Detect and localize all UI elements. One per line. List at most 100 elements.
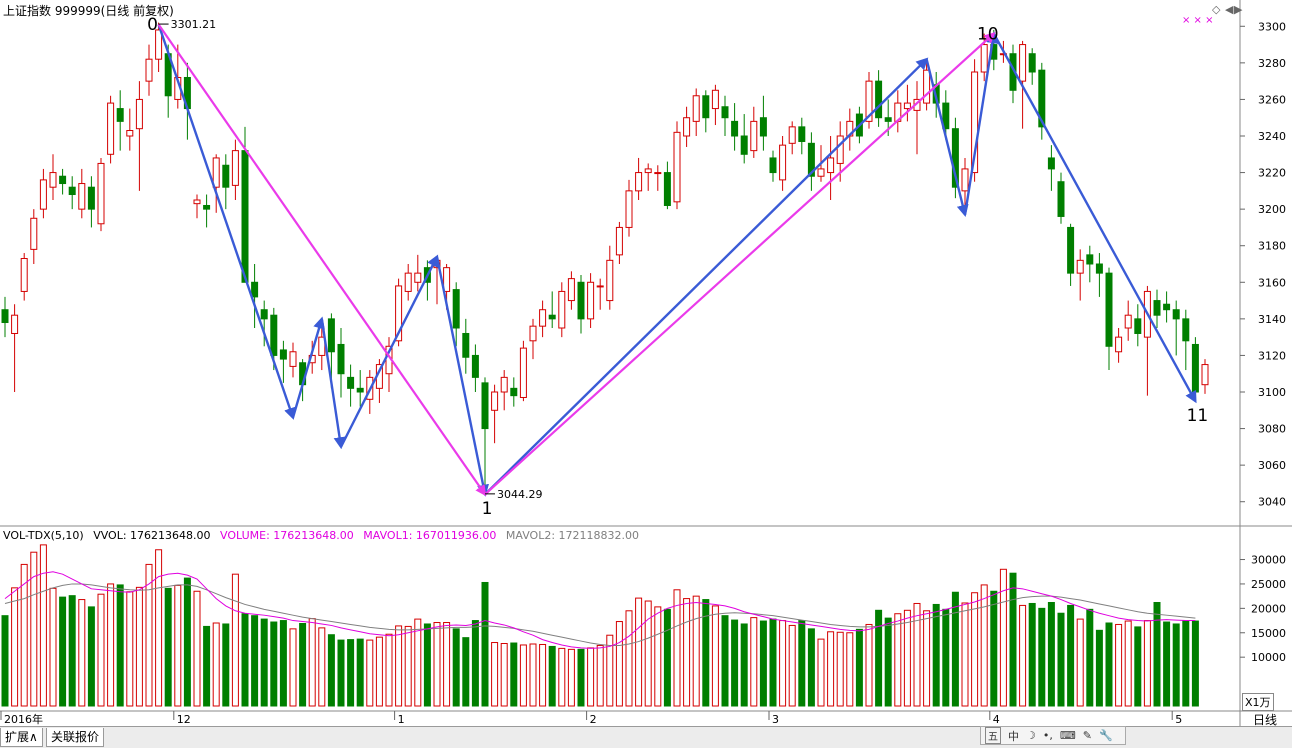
volume-bar[interactable] (116, 584, 124, 707)
volume-bar[interactable] (1134, 626, 1142, 707)
volume-bar[interactable] (1047, 601, 1055, 707)
candle-body[interactable] (1182, 318, 1190, 342)
candle-body[interactable] (337, 343, 345, 375)
ime-badge[interactable]: 五 (985, 727, 1001, 744)
candle-body[interactable] (1115, 336, 1123, 353)
candle-body[interactable] (769, 157, 777, 174)
volume-bar[interactable] (1038, 607, 1046, 707)
candle-body[interactable] (404, 272, 412, 292)
candle-body[interactable] (817, 168, 825, 177)
volume-bar[interactable] (663, 608, 671, 707)
keyboard-icon[interactable]: ⌨ (1059, 729, 1076, 742)
candle-body[interactable] (606, 259, 614, 302)
ime-lang[interactable]: 中 (1008, 729, 1019, 743)
candle-body[interactable] (462, 332, 470, 358)
volume-bar[interactable] (1115, 623, 1123, 707)
prev-arrow-icon[interactable]: ◀ (1225, 3, 1234, 16)
volume-bar[interactable] (327, 634, 335, 707)
volume-bar[interactable] (481, 581, 489, 707)
candle-body[interactable] (750, 120, 758, 152)
candle-body[interactable] (1172, 309, 1180, 320)
candle-body[interactable] (971, 71, 979, 174)
volume-bar[interactable] (299, 622, 307, 707)
volume-bar[interactable] (1124, 620, 1132, 707)
candle-body[interactable] (30, 217, 38, 250)
volume-bar[interactable] (788, 624, 796, 707)
volume-bar[interactable] (395, 625, 403, 707)
volume-bar[interactable] (539, 643, 547, 707)
volume-bar[interactable] (471, 620, 479, 707)
candle-body[interactable] (673, 131, 681, 203)
volume-bar[interactable] (155, 549, 163, 707)
volume-bar[interactable] (39, 544, 47, 707)
volume-bar[interactable] (366, 639, 374, 707)
candle-body[interactable] (193, 199, 201, 205)
candle-body[interactable] (1105, 272, 1113, 347)
volume-bar[interactable] (846, 632, 854, 707)
pen-icon[interactable]: ✎ (1082, 729, 1092, 742)
volume-bar[interactable] (702, 599, 710, 707)
volume-bar[interactable] (1105, 622, 1113, 707)
candle-body[interactable] (1086, 254, 1094, 265)
candle-body[interactable] (270, 314, 278, 356)
candle-body[interactable] (721, 106, 729, 119)
volume-bar[interactable] (865, 623, 873, 707)
volume-bar[interactable] (1163, 621, 1171, 707)
candle-body[interactable] (1028, 53, 1036, 73)
volume-bar[interactable] (68, 595, 76, 707)
volume-bar[interactable] (404, 625, 412, 707)
volume-bar[interactable] (731, 619, 739, 707)
volume-bar[interactable] (270, 621, 278, 707)
volume-bar[interactable] (1095, 629, 1103, 707)
diamond-icon[interactable]: ◇ (1212, 3, 1221, 16)
volume-bar[interactable] (251, 615, 259, 707)
volume-bar[interactable] (1019, 604, 1027, 707)
volume-bar[interactable] (164, 587, 172, 707)
volume-bar[interactable] (721, 615, 729, 707)
volume-bar[interactable] (318, 627, 326, 707)
volume-bar[interactable] (135, 586, 143, 707)
volume-bar[interactable] (999, 568, 1007, 707)
candle-body[interactable] (692, 95, 700, 122)
next-arrow-icon[interactable]: ▶ (1234, 3, 1243, 16)
candle-body[interactable] (903, 102, 911, 110)
candle-body[interactable] (644, 168, 652, 174)
candle-body[interactable] (39, 179, 47, 210)
volume-bar[interactable] (529, 643, 537, 707)
volume-bar[interactable] (923, 610, 931, 707)
candle-body[interactable] (279, 349, 287, 360)
volume-bar[interactable] (49, 587, 57, 707)
candle-body[interactable] (260, 309, 268, 320)
tab-expand[interactable]: 扩展∧ (0, 728, 43, 747)
volume-bars[interactable] (1, 544, 1199, 707)
volume-bar[interactable] (779, 620, 787, 707)
candle-body[interactable] (59, 175, 67, 185)
volume-bar[interactable] (222, 623, 230, 707)
volume-bar[interactable] (692, 595, 700, 707)
candle-body[interactable] (779, 144, 787, 181)
volume-bar[interactable] (606, 634, 614, 707)
volume-bar[interactable] (971, 592, 979, 707)
volume-bar[interactable] (308, 618, 316, 707)
volume-bar[interactable] (884, 617, 892, 707)
volume-bar[interactable] (174, 584, 182, 707)
candle-body[interactable] (1095, 263, 1103, 274)
candle-body[interactable] (356, 387, 364, 393)
volume-bar[interactable] (107, 583, 115, 707)
volume-bar[interactable] (1086, 608, 1094, 707)
candle-body[interactable] (78, 183, 86, 210)
candle-body[interactable] (491, 391, 499, 411)
candle-body[interactable] (519, 347, 527, 398)
volume-bar[interactable] (1009, 572, 1017, 707)
volume-bar[interactable] (145, 563, 153, 707)
candle-body[interactable] (327, 318, 335, 353)
volume-bar[interactable] (452, 628, 460, 707)
candle-body[interactable] (759, 117, 767, 137)
moon-icon[interactable]: ☽ (1026, 729, 1036, 742)
candle-body[interactable] (625, 190, 633, 228)
candle-body[interactable] (923, 69, 931, 104)
volume-bar[interactable] (961, 602, 969, 707)
volume-bar[interactable] (519, 644, 527, 707)
candle-body[interactable] (510, 387, 518, 397)
